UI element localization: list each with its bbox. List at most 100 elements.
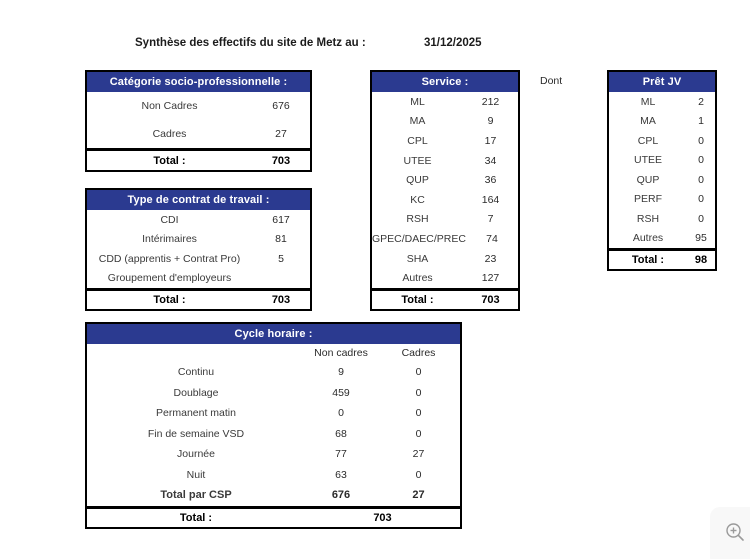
table-row: Permanent matin 0 0	[87, 403, 460, 424]
total-label: Total :	[401, 293, 434, 306]
row-label: Intérimaires	[142, 233, 197, 246]
zoom-in-button[interactable]	[722, 520, 748, 546]
total-row: Total : 703	[87, 288, 310, 309]
table-categorie-socio-professionnelle: Catégorie socio-professionnelle : Non Ca…	[85, 70, 312, 172]
total-value: 703	[373, 511, 392, 524]
table-row: Journée 77 27	[87, 444, 460, 465]
row-value: 0	[698, 134, 704, 147]
row-label: CPL	[407, 134, 428, 147]
table-cycle-horaire: Cycle horaire : Non cadres Cadres Contin…	[85, 322, 462, 529]
table-header: Service :	[372, 72, 518, 92]
table-row: RSH 7	[372, 210, 518, 230]
table-row: PERF 0	[609, 190, 715, 210]
table-row: QUP 0	[609, 170, 715, 190]
total-value: 703	[271, 154, 291, 167]
row-value: 212	[481, 95, 500, 108]
table-row: CDI 617	[87, 210, 310, 230]
table-row: RSH 0	[609, 209, 715, 229]
row-value-cadres: 0	[415, 386, 422, 399]
row-label: MA	[640, 115, 656, 128]
table-row: UTEE 34	[372, 151, 518, 171]
row-value: 676	[272, 100, 290, 112]
row-label: QUP	[406, 174, 429, 187]
total-row: Total : 98	[609, 248, 715, 269]
row-value: 164	[481, 193, 500, 206]
row-label: RSH	[406, 213, 429, 226]
total-value: 703	[481, 293, 500, 306]
table-row: SHA 23	[372, 249, 518, 269]
total-label: Total :	[631, 254, 665, 266]
row-label: CDD (apprentis + Contrat Pro)	[98, 252, 241, 265]
total-value: 98	[694, 254, 708, 266]
total-row: Total : 703	[372, 287, 518, 309]
row-value: 34	[484, 154, 497, 167]
row-value: 5	[278, 252, 284, 265]
subtotal-label: Total par CSP	[160, 489, 232, 502]
total-label: Total :	[179, 511, 213, 524]
row-label: Cadres	[152, 128, 187, 140]
row-label: Non Cadres	[141, 100, 198, 112]
row-value: 95	[695, 232, 707, 245]
row-label: SHA	[406, 252, 429, 265]
table-row: QUP 36	[372, 170, 518, 190]
table-row: CPL 17	[372, 131, 518, 151]
row-label: Fin de semaine VSD	[147, 427, 245, 440]
row-label: QUP	[636, 173, 660, 186]
row-value-non-cadres: 0	[338, 407, 344, 420]
table-row: MA 9	[372, 112, 518, 132]
row-label: PERF	[633, 193, 662, 206]
total-row: Total : 703	[87, 148, 310, 170]
column-header-cadres: Cadres	[401, 347, 436, 359]
row-value: 7	[487, 213, 494, 226]
row-label: Nuit	[186, 468, 206, 481]
table-row: Autres 95	[609, 229, 715, 249]
row-value: 23	[484, 252, 497, 265]
row-label: Permanent matin	[156, 407, 236, 420]
row-label: Autres	[632, 232, 664, 245]
total-label: Total :	[153, 294, 186, 306]
row-label: ML	[410, 95, 425, 108]
table-row: Cadres 27	[87, 120, 310, 148]
table-row: Groupement d'employeurs	[87, 269, 310, 289]
dont-label: Dont	[540, 75, 563, 87]
subtotal-cadres: 27	[412, 489, 425, 502]
table-header: Catégorie socio-professionnelle :	[87, 72, 310, 92]
total-label: Total :	[153, 154, 186, 167]
total-row: Total : 703	[87, 505, 460, 527]
row-value: 36	[484, 174, 497, 187]
table-service: Service : ML 212 MA 9 CPL 17 UTEE 34 QUP…	[370, 70, 520, 311]
row-value-non-cadres: 77	[335, 448, 347, 461]
row-label: Continu	[177, 366, 215, 379]
table-header: Cycle horaire :	[87, 324, 460, 344]
zoom-in-icon	[724, 521, 746, 546]
table-row: ML 212	[372, 92, 518, 112]
table-row: GPEC/DAEC/PREC 74	[372, 229, 518, 249]
table-row: Fin de semaine VSD 68 0	[87, 424, 460, 445]
table-header: Prêt JV	[609, 72, 715, 92]
table-header: Type de contrat de travail :	[87, 190, 310, 210]
row-label: Doublage	[173, 386, 219, 399]
total-value: 703	[271, 294, 291, 306]
table-row: Continu 9 0	[87, 362, 460, 383]
row-label: RSH	[636, 212, 660, 225]
row-value: 1	[698, 115, 704, 128]
row-value: 127	[481, 272, 500, 285]
row-label: Groupement d'employeurs	[107, 272, 232, 285]
row-value: 27	[275, 128, 287, 140]
row-value: 74	[486, 232, 498, 245]
row-label: UTEE	[633, 154, 662, 167]
column-header-row: Non cadres Cadres	[87, 344, 460, 362]
row-value: 2	[698, 95, 704, 108]
subtotal-row: Total par CSP 676 27	[87, 485, 460, 506]
row-label: UTEE	[403, 154, 432, 167]
row-label: Autres	[402, 272, 433, 285]
table-row: CPL 0	[609, 131, 715, 151]
table-row: Nuit 63 0	[87, 465, 460, 486]
viewer-zoom-panel	[710, 507, 750, 559]
row-value-cadres: 0	[415, 407, 422, 420]
row-value-cadres: 0	[415, 427, 422, 440]
row-label: MA	[409, 115, 426, 128]
report-date: 31/12/2025	[424, 37, 482, 49]
row-value-non-cadres: 68	[335, 427, 347, 440]
